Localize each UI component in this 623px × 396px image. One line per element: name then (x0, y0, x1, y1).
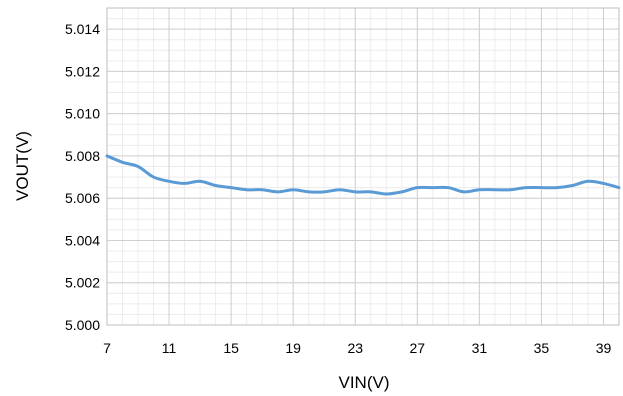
x-tick-label: 35 (534, 340, 550, 356)
x-tick-label: 39 (596, 340, 612, 356)
y-tick-label: 5.010 (65, 106, 100, 122)
x-tick-label: 11 (162, 340, 177, 356)
x-tick-label: 15 (223, 340, 239, 356)
plot-frame (106, 7, 620, 326)
y-axis-title: VOUT(V) (13, 131, 32, 201)
x-tick-label: 19 (285, 340, 301, 356)
x-axis-ticks: 7 11 15 19 23 27 31 35 39 (103, 340, 611, 356)
y-axis-ticks: 5.000 5.002 5.004 5.006 5.008 5.010 5.012 5.014 (65, 21, 100, 333)
y-tick-label: 5.006 (65, 190, 100, 206)
series-layer (105, 154, 621, 196)
y-tick-label: 5.002 (65, 275, 100, 291)
series-line (105, 154, 621, 196)
y-tick-label: 5.008 (65, 148, 100, 164)
y-tick-label: 5.004 (65, 232, 100, 248)
x-tick-label: 23 (347, 340, 363, 356)
x-tick-label: 27 (410, 340, 426, 356)
x-axis-title: VIN(V) (339, 373, 390, 392)
y-tick-label: 5.014 (65, 21, 100, 37)
x-tick-label: 7 (103, 340, 111, 356)
y-tick-label: 5.000 (65, 317, 100, 333)
y-tick-label: 5.012 (65, 63, 100, 79)
x-tick-label: 31 (472, 340, 488, 356)
grid-lines (106, 7, 620, 326)
plot-area-border (106, 7, 620, 326)
